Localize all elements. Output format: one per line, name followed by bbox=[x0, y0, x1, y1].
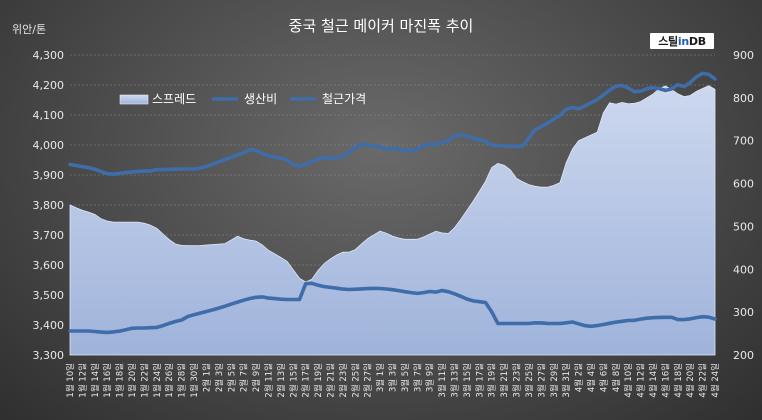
x-tick-label: 3월 1일 bbox=[375, 363, 386, 392]
x-tick-label: 2월 3일 bbox=[214, 363, 225, 392]
x-tick-label: 1월 22일 bbox=[139, 363, 150, 398]
x-tick-label: 2월 27일 bbox=[363, 363, 374, 398]
y-axis-unit-label: 위안/톤 bbox=[12, 23, 46, 36]
series-line-production-cost bbox=[68, 281, 717, 335]
y-left-tick-label: 3,800 bbox=[33, 199, 65, 212]
x-tick-label: 1월 24일 bbox=[152, 363, 163, 398]
x-tick-label: 2월 11일 bbox=[264, 363, 275, 398]
line-layer bbox=[68, 71, 717, 335]
x-tick-label: 1월 10일 bbox=[65, 363, 76, 398]
x-tick-label: 2월 23일 bbox=[338, 363, 349, 398]
x-tick-label: 1월 26일 bbox=[164, 363, 175, 398]
y-right-tick-label: 800 bbox=[733, 92, 754, 105]
legend-item-label: 철근가격 bbox=[322, 92, 366, 106]
x-tick-label: 4월 4일 bbox=[586, 363, 597, 392]
y-axis-right: 200 300 400 500 600 700 800 900 bbox=[733, 49, 754, 362]
x-tick-label: 3월 27일 bbox=[536, 363, 547, 398]
series-area-spread bbox=[69, 85, 716, 356]
legend-item-label: 생산비 bbox=[244, 92, 277, 106]
x-axis: 1월 10일 1월 12일 1월 14일 1월 16일 1월 18일 1월 20일 1월 2… bbox=[65, 363, 721, 398]
x-tick-label: 3월 3일 bbox=[388, 363, 399, 392]
legend: 스프레드 생산비 철근가격 bbox=[119, 92, 366, 106]
x-tick-label: 2월 21일 bbox=[326, 363, 337, 398]
logo-highlight: in bbox=[677, 34, 689, 48]
x-tick-label: 1월 14일 bbox=[90, 363, 101, 398]
x-tick-label: 2월 15일 bbox=[288, 363, 299, 398]
x-tick-label: 3월 11일 bbox=[437, 363, 448, 398]
x-tick-label: 3월 15일 bbox=[462, 363, 473, 398]
x-tick-label: 2월 5일 bbox=[226, 363, 237, 392]
x-tick-label: 2월 17일 bbox=[301, 363, 312, 398]
steelin-db-logo: 스틸 in DB bbox=[650, 33, 714, 49]
y-left-tick-label: 3,300 bbox=[33, 349, 65, 362]
y-right-tick-label: 300 bbox=[733, 306, 754, 319]
y-left-tick-label: 3,600 bbox=[33, 259, 65, 272]
y-right-tick-label: 200 bbox=[733, 349, 754, 362]
x-tick-label: 1월 28일 bbox=[177, 363, 188, 398]
x-tick-label: 4월 24일 bbox=[710, 363, 721, 398]
y-left-tick-label: 4,300 bbox=[33, 49, 65, 62]
y-right-tick-label: 400 bbox=[733, 263, 754, 276]
area-layer bbox=[69, 85, 716, 356]
x-tick-label: 1월 12일 bbox=[77, 363, 88, 398]
x-tick-label: 3월 7일 bbox=[412, 363, 423, 392]
x-tick-label: 4월 12일 bbox=[636, 363, 647, 398]
chart-title: 중국 철근 메이커 마진폭 추이 bbox=[289, 17, 474, 35]
y-left-tick-label: 4,000 bbox=[33, 139, 65, 152]
legend-swatch-area bbox=[119, 94, 149, 105]
x-tick-label: 3월 17일 bbox=[474, 363, 485, 398]
x-tick-label: 3월 25일 bbox=[524, 363, 535, 398]
x-tick-label: 4월 10일 bbox=[623, 363, 634, 398]
y-left-tick-label: 4,200 bbox=[33, 79, 65, 92]
y-left-tick-label: 3,700 bbox=[33, 229, 65, 242]
x-tick-label: 1월 20일 bbox=[127, 363, 138, 398]
x-tick-label: 4월 6일 bbox=[598, 363, 609, 392]
x-tick-label: 2월 9일 bbox=[251, 363, 262, 392]
x-tick-label: 3월 31일 bbox=[561, 363, 572, 398]
y-right-tick-label: 600 bbox=[733, 178, 754, 191]
x-tick-label: 3월 21일 bbox=[499, 363, 510, 398]
x-tick-label: 2월 1일 bbox=[201, 363, 212, 392]
x-tick-label: 4월 22일 bbox=[698, 363, 709, 398]
x-tick-label: 2월 25일 bbox=[350, 363, 361, 398]
logo-prefix: 스틸 bbox=[658, 35, 678, 48]
y-right-tick-label: 700 bbox=[733, 135, 754, 148]
x-tick-label: 3월 5일 bbox=[400, 363, 411, 392]
x-tick-label: 1월 16일 bbox=[102, 363, 113, 398]
x-tick-label: 4월 20일 bbox=[685, 363, 696, 398]
x-tick-label: 3월 29일 bbox=[549, 363, 560, 398]
x-tick-label: 4월 2일 bbox=[574, 363, 585, 392]
y-left-tick-label: 3,500 bbox=[33, 289, 65, 302]
y-left-tick-label: 3,900 bbox=[33, 169, 65, 182]
y-left-tick-label: 4,100 bbox=[33, 109, 65, 122]
x-tick-label: 3월 9일 bbox=[425, 363, 436, 392]
x-tick-label: 3월 13일 bbox=[450, 363, 461, 398]
x-tick-label: 2월 13일 bbox=[276, 363, 287, 398]
x-tick-label: 3월 23일 bbox=[512, 363, 523, 398]
x-tick-label: 4월 8일 bbox=[611, 363, 622, 392]
x-tick-label: 1월 30일 bbox=[189, 363, 200, 398]
x-tick-label: 2월 7일 bbox=[239, 363, 250, 392]
x-tick-label: 1월 18일 bbox=[115, 363, 126, 398]
y-right-tick-label: 500 bbox=[733, 220, 754, 233]
x-tick-label: 3월 19일 bbox=[487, 363, 498, 398]
y-left-tick-label: 3,400 bbox=[33, 319, 65, 332]
x-tick-label: 4월 16일 bbox=[660, 363, 671, 398]
x-tick-label: 4월 18일 bbox=[673, 363, 684, 398]
series-line-rebar-price bbox=[68, 71, 717, 177]
x-tick-label: 2월 19일 bbox=[313, 363, 324, 398]
x-tick-label: 4월 14일 bbox=[648, 363, 659, 398]
logo-suffix: DB bbox=[688, 34, 706, 48]
y-axis-left: 3,300 3,400 3,500 3,600 3,700 3,800 3,900 4,000… bbox=[33, 49, 65, 362]
y-right-tick-label: 900 bbox=[733, 49, 754, 62]
legend-item-label: 스프레드 bbox=[152, 92, 196, 106]
